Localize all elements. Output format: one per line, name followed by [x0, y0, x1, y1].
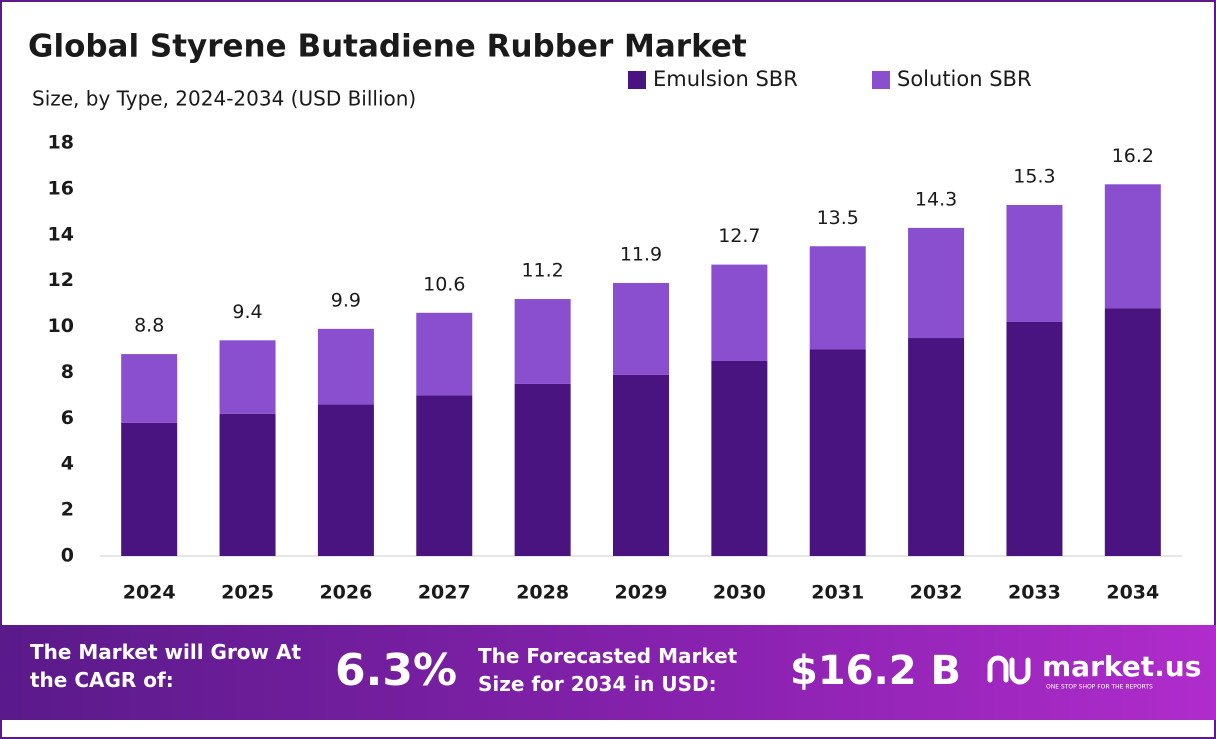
bar-segment: [711, 264, 768, 361]
x-tick-label: 2025: [221, 582, 274, 604]
y-tick-label: 4: [61, 453, 74, 475]
bar-segment: [514, 383, 571, 556]
total-label: 9.9: [331, 289, 361, 311]
y-tick-label: 10: [48, 315, 74, 337]
y-tick-label: 0: [61, 545, 74, 567]
total-label: 16.2: [1112, 145, 1154, 167]
x-tick-label: 2030: [713, 582, 766, 604]
brand-logo: [987, 655, 1031, 685]
x-tick-label: 2031: [811, 582, 864, 604]
y-tick-label: 16: [48, 177, 74, 199]
y-tick-label: 6: [61, 407, 74, 429]
footer-cagr-box: The Market will Grow At the CAGR of:: [30, 640, 302, 692]
bar-segment: [1104, 308, 1161, 556]
legend-swatch: [872, 71, 890, 89]
bar-segment: [809, 246, 866, 350]
total-label: 9.4: [232, 301, 262, 323]
bar-segment: [219, 340, 276, 414]
total-label: 11.9: [620, 243, 662, 265]
total-label: 14.3: [915, 188, 957, 210]
x-tick-label: 2029: [615, 582, 668, 604]
bar-segment: [219, 413, 276, 556]
legend-label: Emulsion SBR: [653, 67, 798, 91]
bar-segment: [809, 349, 866, 556]
bar-segment: [416, 395, 473, 556]
bar-segment: [1104, 184, 1161, 309]
chart-title: Global Styrene Butadiene Rubber Market: [28, 29, 747, 65]
x-tick-label: 2024: [123, 582, 176, 604]
y-tick-label: 14: [48, 223, 74, 245]
tagline: ONE STOP SHOP FOR THE REPORTS: [1046, 684, 1153, 691]
y-tick-label: 8: [61, 361, 74, 383]
x-tick-label: 2028: [516, 582, 569, 604]
forecast-value: $16.2 B: [790, 648, 961, 694]
bar-segment: [1006, 204, 1063, 322]
total-label: 10.6: [423, 273, 465, 295]
bar-segment: [613, 374, 669, 556]
bar-segment: [1006, 321, 1063, 556]
legend-swatch: [628, 71, 646, 89]
x-tick-label: 2026: [319, 582, 372, 604]
total-label: 15.3: [1013, 165, 1055, 187]
y-tick-label: 18: [48, 132, 74, 154]
forecast-text: The Forecasted Market Size for 2034 in U…: [478, 644, 738, 696]
brand: market.us: [1042, 650, 1201, 683]
cagr-text: The Market will Grow At the CAGR of:: [30, 640, 302, 692]
total-label: 12.7: [718, 225, 760, 247]
total-label: 8.8: [134, 315, 164, 337]
bar-segment: [317, 328, 374, 405]
x-tick-label: 2032: [910, 582, 963, 604]
bar-segment: [711, 360, 768, 556]
y-tick-label: 2: [61, 499, 74, 521]
bar-segment: [613, 282, 669, 375]
total-label: 13.5: [817, 207, 859, 229]
total-label: 11.2: [521, 260, 563, 282]
x-tick-label: 2027: [418, 582, 471, 604]
bar-segment: [514, 299, 571, 384]
chart-subtitle: Size, by Type, 2024-2034 (USD Billion): [32, 87, 416, 111]
bar-segment: [121, 354, 178, 423]
bar-segment: [908, 338, 965, 556]
legend: Emulsion SBR Solution SBR: [628, 67, 1032, 91]
bar-segment: [908, 227, 965, 339]
footer-forecast-box: The Forecasted Market Size for 2034 in U…: [478, 644, 738, 696]
bar-segment: [416, 312, 473, 396]
x-tick-label: 2033: [1008, 582, 1061, 604]
legend-label: Solution SBR: [897, 67, 1032, 91]
cagr-value: 6.3%: [335, 645, 457, 696]
bar-segment: [317, 404, 374, 556]
x-tick-label: 2034: [1106, 582, 1159, 604]
y-tick-label: 12: [48, 269, 74, 291]
bar-segment: [121, 422, 178, 556]
